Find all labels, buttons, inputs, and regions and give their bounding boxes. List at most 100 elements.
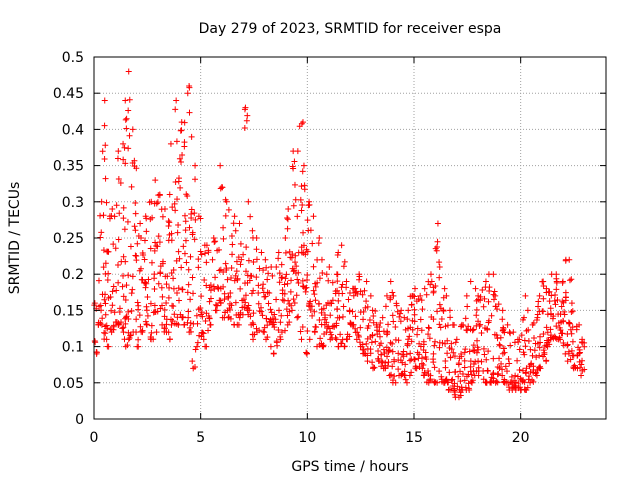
data-point	[288, 302, 295, 309]
data-point	[267, 343, 274, 350]
data-point	[499, 307, 506, 314]
y-tick-label: 0.05	[53, 376, 84, 392]
data-point	[307, 307, 314, 314]
data-point	[541, 351, 548, 358]
data-point	[246, 307, 253, 314]
data-point	[193, 312, 200, 319]
data-point	[408, 338, 415, 345]
data-point	[193, 343, 200, 350]
data-point	[152, 177, 159, 184]
data-point	[150, 336, 157, 343]
data-point	[212, 274, 219, 281]
data-point	[170, 275, 177, 282]
data-point	[233, 268, 240, 275]
data-point	[484, 326, 491, 333]
data-point	[297, 196, 304, 203]
data-point	[230, 220, 237, 227]
data-point	[400, 353, 407, 360]
data-point	[334, 252, 341, 259]
data-point	[101, 336, 108, 343]
data-point	[290, 202, 297, 209]
data-point	[402, 326, 409, 333]
data-point	[573, 323, 580, 330]
data-point	[307, 298, 314, 305]
data-point	[205, 327, 212, 334]
data-point	[181, 212, 188, 219]
data-point	[142, 279, 149, 286]
data-point	[238, 256, 245, 263]
data-point	[221, 290, 228, 297]
data-point	[568, 347, 575, 354]
data-point	[273, 263, 280, 270]
data-point	[508, 373, 515, 380]
data-point	[236, 314, 243, 321]
data-point	[115, 262, 122, 269]
data-point	[137, 265, 144, 272]
data-point	[297, 328, 304, 335]
data-point	[458, 353, 465, 360]
data-point	[116, 308, 123, 315]
data-point	[190, 290, 197, 297]
data-point	[299, 277, 306, 284]
data-point	[483, 356, 490, 363]
data-point	[264, 322, 271, 329]
data-point	[185, 281, 192, 288]
data-point	[379, 314, 386, 321]
data-point	[318, 256, 325, 263]
data-point	[361, 287, 368, 294]
data-point	[166, 191, 173, 198]
data-point	[201, 276, 208, 283]
data-point	[145, 276, 152, 283]
data-point	[191, 236, 198, 243]
data-point	[430, 350, 437, 357]
data-point	[265, 300, 272, 307]
data-point	[147, 216, 154, 223]
data-point	[389, 363, 396, 370]
data-point	[477, 293, 484, 300]
data-point	[308, 303, 315, 310]
data-point	[165, 218, 172, 225]
data-point	[285, 206, 292, 213]
data-point	[169, 204, 176, 211]
data-point	[250, 321, 257, 328]
data-point	[564, 358, 571, 365]
data-point	[553, 279, 560, 286]
data-point	[464, 303, 471, 310]
data-point	[385, 359, 392, 366]
data-point	[199, 313, 206, 320]
data-point	[100, 247, 107, 254]
data-point	[285, 297, 292, 304]
data-point	[338, 242, 345, 249]
data-point	[436, 274, 443, 281]
data-point	[179, 151, 186, 158]
data-point	[364, 303, 371, 310]
data-point	[411, 356, 418, 363]
data-point	[253, 325, 260, 332]
y-tick-label: 0.3	[62, 195, 84, 211]
data-point	[516, 366, 523, 373]
data-point	[406, 333, 413, 340]
data-point	[266, 289, 273, 296]
data-point	[340, 303, 347, 310]
data-point	[102, 142, 109, 149]
data-point	[485, 317, 492, 324]
data-point	[442, 340, 449, 347]
data-point	[463, 373, 470, 380]
y-tick-label: 0.35	[53, 159, 84, 175]
data-point	[186, 109, 193, 116]
data-point	[478, 330, 485, 337]
data-point	[159, 293, 166, 300]
data-point	[281, 290, 288, 297]
data-point	[300, 162, 307, 169]
data-point	[535, 364, 542, 371]
data-point	[372, 308, 379, 315]
data-point	[184, 90, 191, 97]
data-point	[451, 380, 458, 387]
data-point	[558, 319, 565, 326]
data-point	[354, 329, 361, 336]
data-point	[411, 293, 418, 300]
data-point	[434, 238, 441, 245]
data-point	[264, 276, 271, 283]
data-point	[311, 328, 318, 335]
data-point	[530, 334, 537, 341]
